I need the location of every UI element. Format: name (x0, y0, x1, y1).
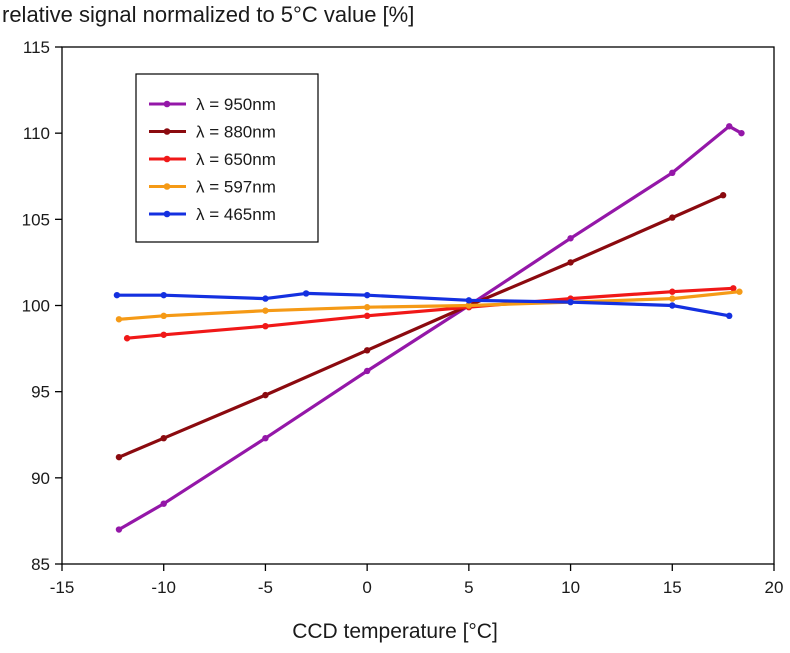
data-point (262, 307, 269, 314)
x-axis-title: CCD temperature [°C] (292, 620, 498, 643)
data-point (363, 347, 371, 354)
data-point (567, 298, 574, 306)
data-point (113, 291, 121, 299)
data-point (726, 312, 733, 320)
legend-label: λ = 950nm (196, 95, 276, 114)
x-tick-label: 20 (765, 578, 784, 597)
y-tick-label: 105 (22, 210, 50, 229)
data-point (123, 335, 131, 342)
data-point (262, 295, 269, 302)
data-point (160, 312, 167, 320)
legend-label: λ = 880nm (196, 123, 276, 142)
y-tick-label: 115 (23, 38, 50, 57)
x-tick-label: -15 (50, 578, 75, 597)
data-point (726, 123, 733, 130)
y-axis-title: relative signal normalized to 5°C value … (2, 2, 415, 27)
data-point (363, 304, 371, 311)
x-tick-label: -10 (151, 578, 176, 597)
data-point (262, 391, 269, 399)
data-point (262, 434, 269, 442)
data-point (262, 322, 269, 330)
data-point (363, 367, 371, 375)
legend-label: λ = 597nm (196, 178, 276, 197)
x-tick-label: 10 (561, 578, 580, 597)
legend-marker (163, 183, 171, 190)
data-point (115, 453, 123, 461)
data-point (115, 316, 123, 323)
data-point (160, 291, 167, 299)
legend-marker (163, 128, 171, 135)
data-point (736, 288, 743, 295)
data-point (160, 331, 167, 338)
legend-label: λ = 465nm (196, 205, 276, 224)
data-point (669, 302, 676, 309)
x-tick-label: 15 (663, 578, 682, 597)
y-tick-label: 100 (22, 297, 50, 316)
legend-label: λ = 650nm (196, 150, 276, 169)
x-tick-label: 5 (464, 578, 473, 597)
data-point (465, 297, 473, 304)
y-tick-label: 110 (23, 124, 50, 143)
data-point (567, 235, 574, 242)
data-point (160, 500, 167, 507)
y-tick-label: 85 (31, 555, 50, 574)
data-point (363, 312, 371, 320)
data-point (738, 129, 745, 137)
series-line (117, 193, 725, 459)
y-tick-label: 90 (31, 469, 50, 488)
x-tick-label: -5 (258, 578, 273, 597)
data-point (302, 290, 310, 297)
data-point (363, 291, 371, 299)
y-tick-label: 95 (31, 383, 50, 402)
data-point (669, 288, 676, 295)
data-point (669, 295, 676, 302)
series-line (117, 290, 741, 321)
data-point (669, 169, 676, 177)
data-point (465, 302, 473, 309)
data-point (669, 214, 676, 221)
data-point (567, 259, 574, 266)
data-point (160, 434, 167, 442)
data-point (115, 526, 123, 533)
x-tick-label: 0 (362, 578, 371, 597)
legend-marker (163, 210, 171, 218)
series-line (125, 286, 735, 340)
data-point (719, 192, 727, 199)
legend-marker (163, 100, 171, 108)
data-point (730, 285, 737, 292)
legend-marker (163, 155, 171, 163)
